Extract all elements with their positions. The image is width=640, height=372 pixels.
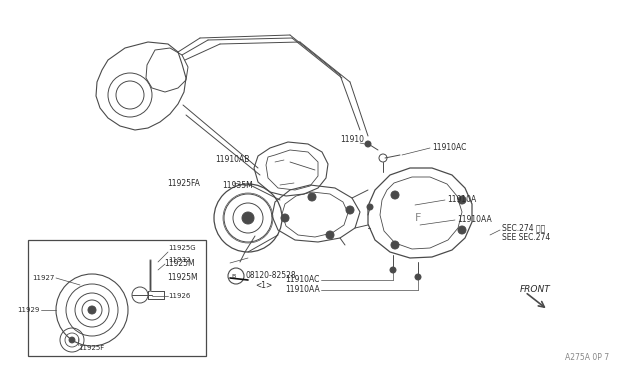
Text: 08120-82528: 08120-82528 bbox=[246, 272, 296, 280]
Circle shape bbox=[390, 267, 396, 273]
Text: 11935M: 11935M bbox=[222, 180, 253, 189]
Bar bbox=[28, 240, 206, 356]
Circle shape bbox=[242, 212, 254, 224]
Text: 11910AA: 11910AA bbox=[457, 215, 492, 224]
Circle shape bbox=[391, 191, 399, 199]
Circle shape bbox=[365, 141, 371, 147]
Circle shape bbox=[308, 193, 316, 201]
Circle shape bbox=[391, 241, 399, 249]
Circle shape bbox=[415, 274, 421, 280]
Text: 11910A: 11910A bbox=[447, 196, 476, 205]
Circle shape bbox=[346, 206, 354, 214]
Text: 11926: 11926 bbox=[168, 293, 190, 299]
Text: 11910AC: 11910AC bbox=[285, 276, 320, 285]
Text: 11910: 11910 bbox=[340, 135, 364, 144]
Text: B: B bbox=[232, 273, 236, 279]
Circle shape bbox=[281, 214, 289, 222]
Circle shape bbox=[458, 196, 466, 204]
Text: 11910AB: 11910AB bbox=[216, 155, 250, 164]
Circle shape bbox=[88, 306, 96, 314]
Text: 11910AC: 11910AC bbox=[432, 144, 467, 153]
Circle shape bbox=[69, 337, 75, 343]
Text: 11925G: 11925G bbox=[168, 245, 196, 251]
Text: 11929: 11929 bbox=[18, 307, 40, 313]
Text: 11925M: 11925M bbox=[164, 259, 195, 267]
Text: 11925F: 11925F bbox=[78, 345, 104, 351]
Circle shape bbox=[326, 231, 334, 239]
Text: F: F bbox=[415, 213, 421, 223]
Text: SEC.274 参照: SEC.274 参照 bbox=[502, 224, 545, 232]
Text: A275A 0P 7: A275A 0P 7 bbox=[565, 353, 609, 362]
Text: 11927: 11927 bbox=[33, 275, 55, 281]
Text: 11910AA: 11910AA bbox=[285, 285, 320, 295]
Text: 11925FA: 11925FA bbox=[167, 179, 200, 187]
Text: FRONT: FRONT bbox=[520, 285, 551, 295]
Text: SEE SEC.274: SEE SEC.274 bbox=[502, 232, 550, 241]
Text: <1>: <1> bbox=[255, 280, 272, 289]
Text: 11925M: 11925M bbox=[168, 273, 198, 282]
Circle shape bbox=[367, 204, 373, 210]
Text: 11932: 11932 bbox=[168, 257, 190, 263]
Circle shape bbox=[458, 226, 466, 234]
